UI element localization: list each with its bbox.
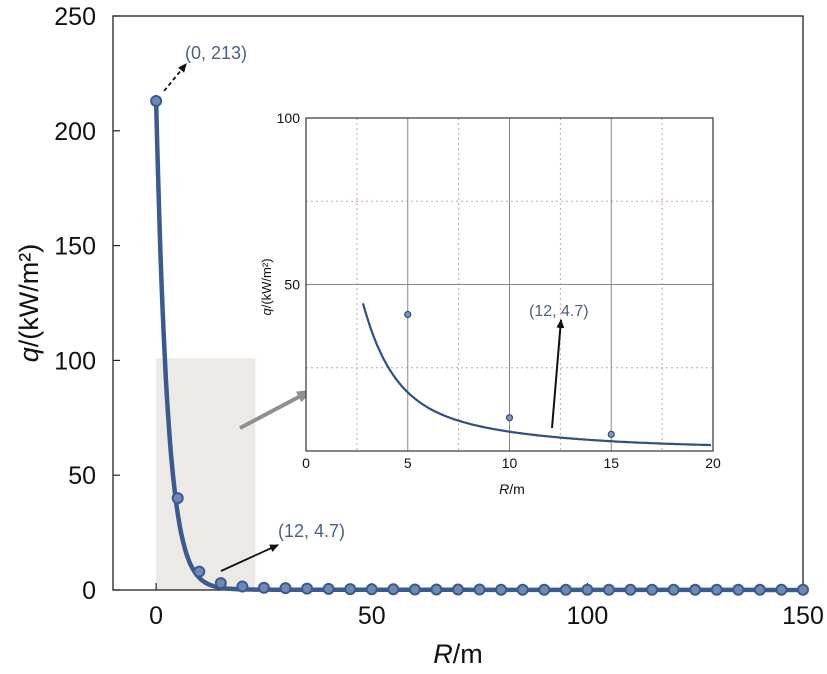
inset-data-point xyxy=(505,414,514,422)
y-tick-label: 200 xyxy=(54,118,96,146)
main-data-point xyxy=(624,583,637,596)
y-axis-label-var: q xyxy=(14,347,44,362)
main-data-point xyxy=(236,580,249,593)
annotation-label-peak: (0, 213) xyxy=(185,43,247,63)
inset-x-tick-label: 0 xyxy=(302,455,310,471)
y-axis-label: q/(kW/m²) xyxy=(14,244,44,362)
inset-x-axis-label: R/m xyxy=(499,481,525,497)
main-data-point xyxy=(559,583,572,596)
main-data-point xyxy=(279,582,292,595)
inset-y-axis-label: q/(kW/m²) xyxy=(259,258,274,315)
y-tick-label: 150 xyxy=(54,233,96,261)
inset-annotation-label: (12, 4.7) xyxy=(529,303,589,320)
y-tick-label: 0 xyxy=(82,577,96,605)
inset-x-tick-label: 15 xyxy=(603,455,619,471)
main-data-point xyxy=(344,583,357,596)
inset-annotation-arrow xyxy=(551,319,565,429)
inset-x-tick-label: 20 xyxy=(705,455,721,471)
main-data-point xyxy=(365,583,378,596)
x-axis-label-unit: /m xyxy=(453,639,483,669)
x-tick-label: 100 xyxy=(567,602,609,630)
main-data-point xyxy=(797,583,809,596)
annotation-arrow-peak xyxy=(163,63,187,92)
x-tick-label: 50 xyxy=(358,602,386,630)
inset-series-line xyxy=(361,303,712,447)
main-data-point xyxy=(257,581,270,594)
inset-frame xyxy=(305,117,714,452)
main-data-point xyxy=(646,583,659,596)
y-tick-label: 50 xyxy=(68,462,96,490)
inset-y-tick-label: 100 xyxy=(277,110,301,126)
zoom-pointer-arrow xyxy=(239,388,313,430)
main-data-point xyxy=(581,583,594,596)
main-data-point xyxy=(516,583,529,596)
inset-x-tick-label: 5 xyxy=(404,455,412,471)
inset-y-tick-label: 50 xyxy=(284,277,300,293)
main-data-point xyxy=(408,583,421,596)
main-data-point xyxy=(753,583,766,596)
main-data-point xyxy=(689,583,702,596)
main-data-point xyxy=(602,583,615,596)
main-data-point xyxy=(171,492,184,505)
inset-data-point xyxy=(404,310,412,319)
main-data-point xyxy=(387,583,400,596)
x-axis-label: R/m xyxy=(433,639,483,669)
main-data-point xyxy=(301,582,314,595)
inset-data-point xyxy=(607,430,615,438)
main-data-point xyxy=(150,94,163,107)
inset-x-axis-label-unit: /m xyxy=(509,481,525,497)
annotation-label-point: (12, 4.7) xyxy=(278,521,345,541)
main-data-point xyxy=(732,583,745,596)
inset-y-axis-label-unit: /(kW/m²) xyxy=(259,258,274,308)
y-axis-label-unit: /(kW/m²) xyxy=(14,244,44,347)
inset-x-axis-label-var: R xyxy=(499,481,509,497)
main-data-point xyxy=(430,583,443,596)
x-axis-label-var: R xyxy=(433,639,453,669)
main-data-point xyxy=(667,583,680,596)
inset-y-axis-label-var: q xyxy=(259,308,274,316)
main-data-point xyxy=(473,583,486,596)
main-data-point xyxy=(495,583,508,596)
y-tick-label: 100 xyxy=(54,347,96,375)
main-data-point xyxy=(214,577,227,590)
main-data-point xyxy=(538,583,551,596)
main-data-point xyxy=(775,583,788,596)
x-tick-label: 0 xyxy=(149,602,163,630)
inset-x-tick-label: 10 xyxy=(502,455,518,471)
x-tick-label: 150 xyxy=(782,602,824,630)
main-data-point xyxy=(452,583,464,596)
annotation-arrow-point xyxy=(220,544,279,572)
main-data-point xyxy=(710,583,723,596)
main-data-point xyxy=(322,582,335,595)
y-tick-label: 250 xyxy=(54,3,96,31)
main-data-point xyxy=(193,565,206,578)
